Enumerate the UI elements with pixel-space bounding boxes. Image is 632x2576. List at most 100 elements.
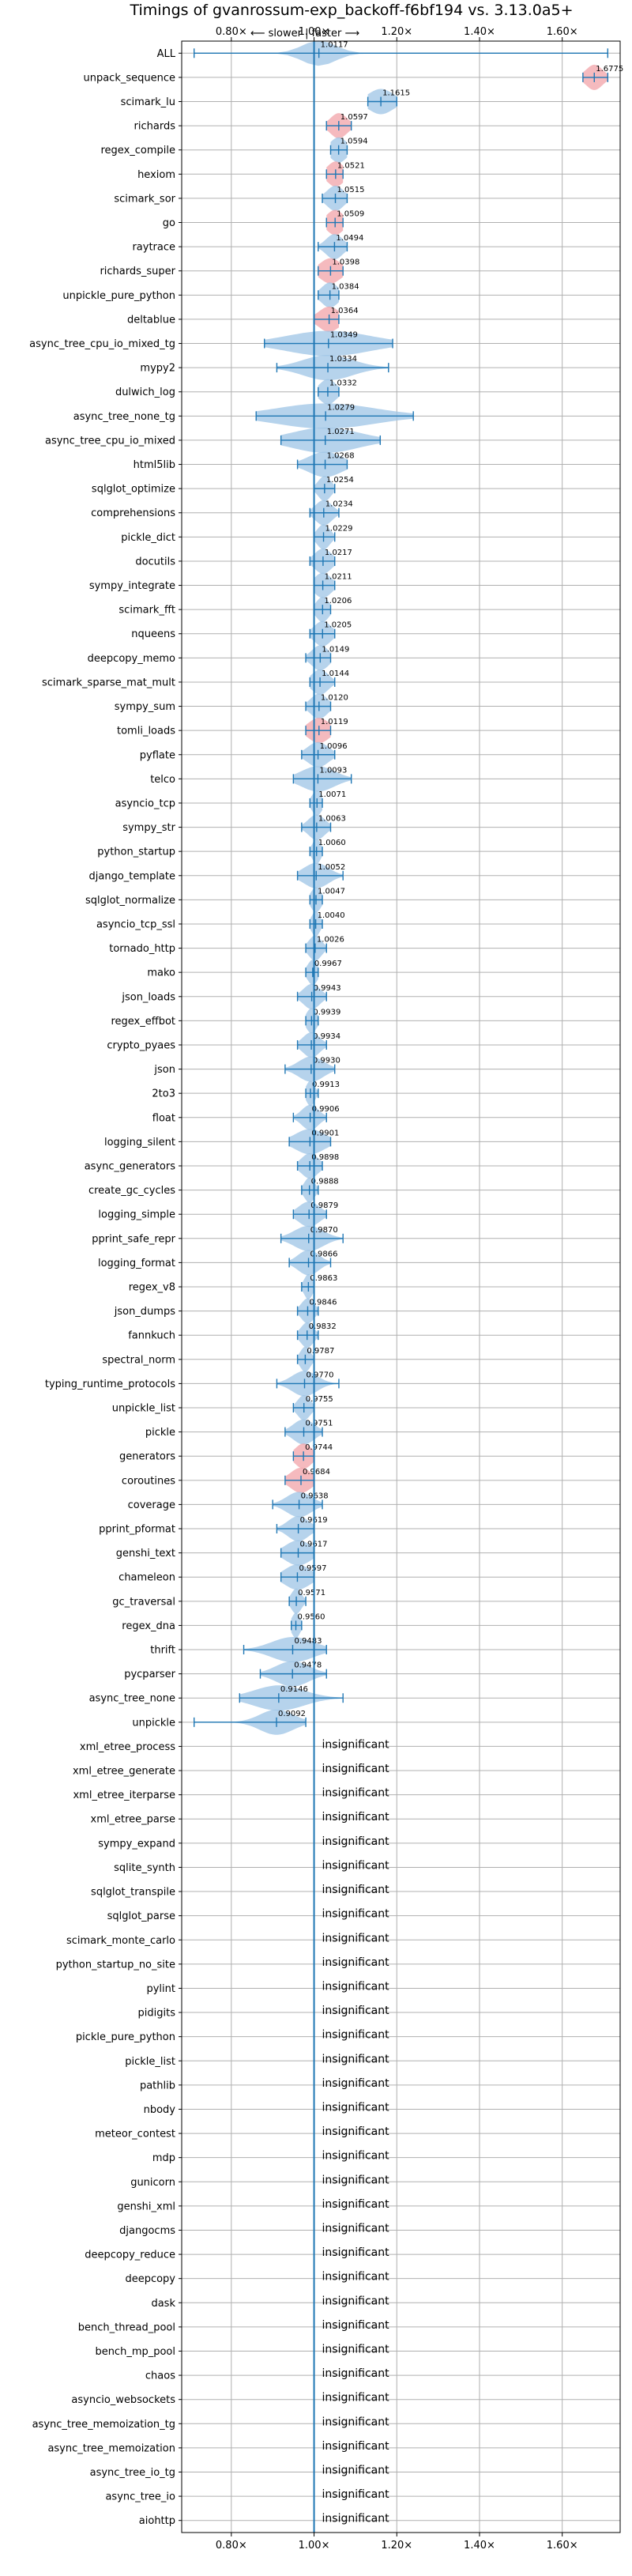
category-label: unpack_sequence: [83, 72, 175, 84]
category-label: pickle_dict: [121, 532, 175, 544]
x-axis-bottom: 0.80× 1.00× 1.20× 1.40× 1.60×: [216, 2533, 578, 2551]
category-label: async_tree_none_tg: [73, 411, 175, 423]
value-label: 0.9751: [306, 1420, 333, 1428]
category-label: 2to3: [152, 1088, 175, 1100]
category-label: meteor_contest: [95, 2129, 175, 2140]
value-label: 1.0597: [340, 113, 368, 122]
value-label: 1.0117: [321, 40, 348, 49]
value-label: 0.9934: [313, 1032, 340, 1041]
value-label: 1.0334: [329, 355, 357, 364]
insignificant-label: insignificant: [322, 2319, 390, 2332]
category-label: async_tree_none: [89, 1693, 175, 1705]
insignificant-label: insignificant: [322, 2295, 390, 2307]
category-label: async_tree_cpu_io_mixed_tg: [29, 338, 175, 350]
category-label: deltablue: [127, 314, 175, 326]
category-label: dask: [151, 2298, 175, 2310]
insignificant-label: insignificant: [322, 2053, 390, 2065]
category-label: nqueens: [131, 628, 175, 640]
category-label: coverage: [128, 1499, 175, 1511]
category-label: tornado_http: [109, 943, 175, 955]
value-label: 1.0119: [321, 718, 348, 726]
category-label: gc_traversal: [112, 1596, 175, 1608]
category-label: sqlite_synth: [114, 1862, 175, 1874]
value-label: 1.0332: [329, 379, 357, 388]
value-label: 0.9913: [312, 1081, 340, 1089]
value-label: 1.0398: [332, 258, 359, 267]
category-label: async_tree_memoization: [47, 2442, 175, 2454]
category-label: sqlglot_transpile: [91, 1887, 175, 1899]
value-label: 0.9846: [309, 1299, 337, 1307]
value-label: 0.9755: [306, 1395, 333, 1404]
category-label: async_tree_io: [105, 2491, 175, 2503]
category-label: xml_etree_process: [80, 1741, 175, 1753]
category-label: docutils: [135, 556, 175, 568]
category-label: chaos: [145, 2370, 175, 2382]
value-label: 1.1615: [382, 89, 410, 98]
insignificant-label: insignificant: [322, 2198, 390, 2211]
x-tick-label-bottom: 1.00×: [299, 2540, 330, 2551]
x-tick-label-top: 1.20×: [381, 26, 412, 38]
value-label: 1.0494: [336, 234, 363, 243]
chart-marks: 1.0117 1.6775 1.1615 1.0597 1.0594 1.0521 1.05…: [194, 40, 623, 2533]
plot-frame: [181, 40, 621, 2533]
value-label: 0.9597: [299, 1564, 326, 1573]
category-labels: ALL unpack_sequence scimark_lu richards rege…: [29, 48, 182, 2527]
category-label: pprint_pformat: [99, 1524, 175, 1536]
value-label: 1.0120: [321, 694, 348, 703]
value-label: 1.0144: [322, 669, 349, 678]
x-tick-label-top: 1.00×: [299, 26, 330, 38]
value-label: 1.0349: [330, 331, 358, 340]
value-label: 1.0271: [327, 428, 355, 436]
value-label: 0.9744: [305, 1443, 333, 1452]
value-label: 0.9863: [310, 1274, 337, 1283]
value-label: 1.0063: [318, 815, 346, 824]
value-label: 0.9879: [310, 1201, 338, 1210]
insignificant-label: insignificant: [322, 2101, 390, 2114]
category-label: html5lib: [134, 459, 175, 471]
category-label: float: [152, 1112, 175, 1124]
insignificant-label: insignificant: [322, 1884, 390, 1896]
value-label: 0.9571: [298, 1589, 325, 1597]
value-label: 0.9901: [311, 1129, 339, 1137]
category-label: genshi_text: [116, 1548, 175, 1560]
value-label: 0.9866: [310, 1250, 338, 1258]
value-label: 0.9770: [307, 1371, 334, 1379]
value-label: 1.6775: [596, 65, 623, 74]
category-label: async_generators: [85, 1160, 176, 1172]
value-label: 1.0515: [337, 186, 365, 194]
category-label: sympy_integrate: [89, 580, 175, 592]
category-label: pathlib: [140, 2080, 175, 2091]
category-label: unpickle_list: [112, 1403, 175, 1415]
category-label: deepcopy_memo: [88, 653, 175, 665]
category-label: mdp: [152, 2152, 175, 2164]
category-label: ALL: [157, 48, 176, 60]
insignificant-label: insignificant: [322, 1908, 390, 1921]
category-label: async_tree_cpu_io_mixed: [45, 435, 175, 447]
category-label: scimark_sor: [114, 193, 175, 205]
category-label: regex_effbot: [111, 1016, 175, 1028]
value-label: 0.9483: [294, 1637, 322, 1646]
insignificant-label: insignificant: [322, 2150, 390, 2163]
category-label: chameleon: [118, 1572, 175, 1584]
category-label: sqlglot_parse: [107, 1910, 175, 1922]
category-label: typing_runtime_protocols: [45, 1379, 175, 1390]
category-label: djangocms: [119, 2225, 175, 2237]
value-label: 0.9787: [307, 1347, 334, 1356]
category-label: telco: [150, 774, 175, 786]
x-tick-label-bottom: 1.40×: [464, 2540, 495, 2551]
category-label: pprint_safe_repr: [92, 1233, 175, 1245]
value-label: 1.0217: [325, 549, 352, 557]
value-label: 1.0149: [322, 645, 349, 654]
insignificant-label: insignificant: [322, 2125, 390, 2138]
value-label: 1.0205: [324, 621, 352, 630]
category-label: richards: [134, 121, 176, 133]
category-label: scimark_monte_carlo: [66, 1935, 175, 1947]
insignificant-label: insignificant: [322, 2174, 390, 2186]
category-label: aiohttp: [139, 2515, 175, 2527]
insignificant-label: insignificant: [322, 2440, 390, 2453]
category-label: hexiom: [137, 169, 175, 181]
insignificant-label: insignificant: [322, 1956, 390, 1969]
category-label: sympy_str: [122, 822, 175, 834]
insignificant-label: insignificant: [322, 1932, 390, 1944]
